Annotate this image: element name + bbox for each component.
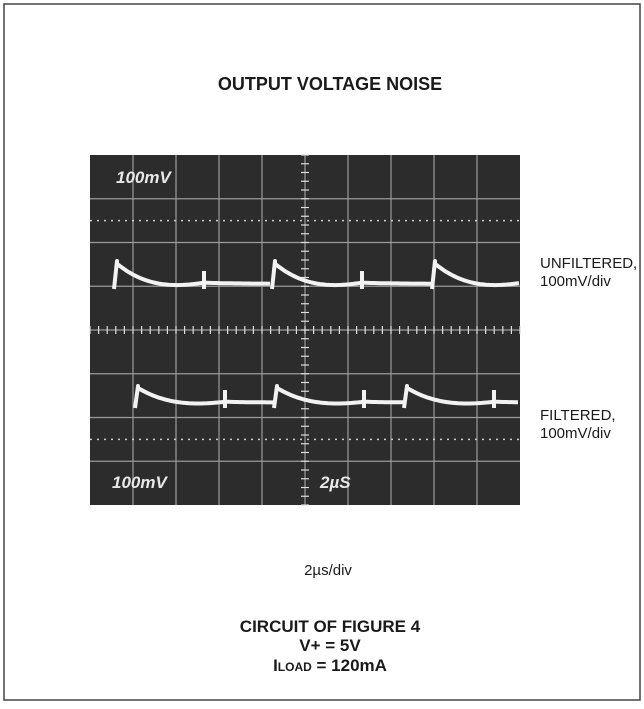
title: OUTPUT VOLTAGE NOISE — [218, 74, 442, 94]
page: OUTPUT VOLTAGE NOISE 100mV 100mV 2µS UNF… — [0, 0, 644, 709]
x-label: 2µs/div — [304, 562, 352, 579]
scope-screen — [90, 155, 520, 505]
scope-label: 100mV — [116, 168, 172, 187]
caption: V+ = 5V — [299, 636, 361, 655]
scope-label: 100mV — [112, 473, 168, 492]
trace-label: UNFILTERED, — [540, 255, 637, 272]
caption-part: = 120mA — [312, 656, 387, 675]
caption: CIRCUIT OF FIGURE 4 — [240, 617, 421, 636]
caption-sub: LOAD — [278, 660, 312, 674]
trace-label: 100mV/div — [540, 273, 611, 290]
scope-label: 2µS — [319, 473, 351, 492]
trace-label: FILTERED, — [540, 407, 616, 424]
trace-label: 100mV/div — [540, 425, 611, 442]
figure: OUTPUT VOLTAGE NOISE 100mV 100mV 2µS UNF… — [0, 0, 644, 704]
